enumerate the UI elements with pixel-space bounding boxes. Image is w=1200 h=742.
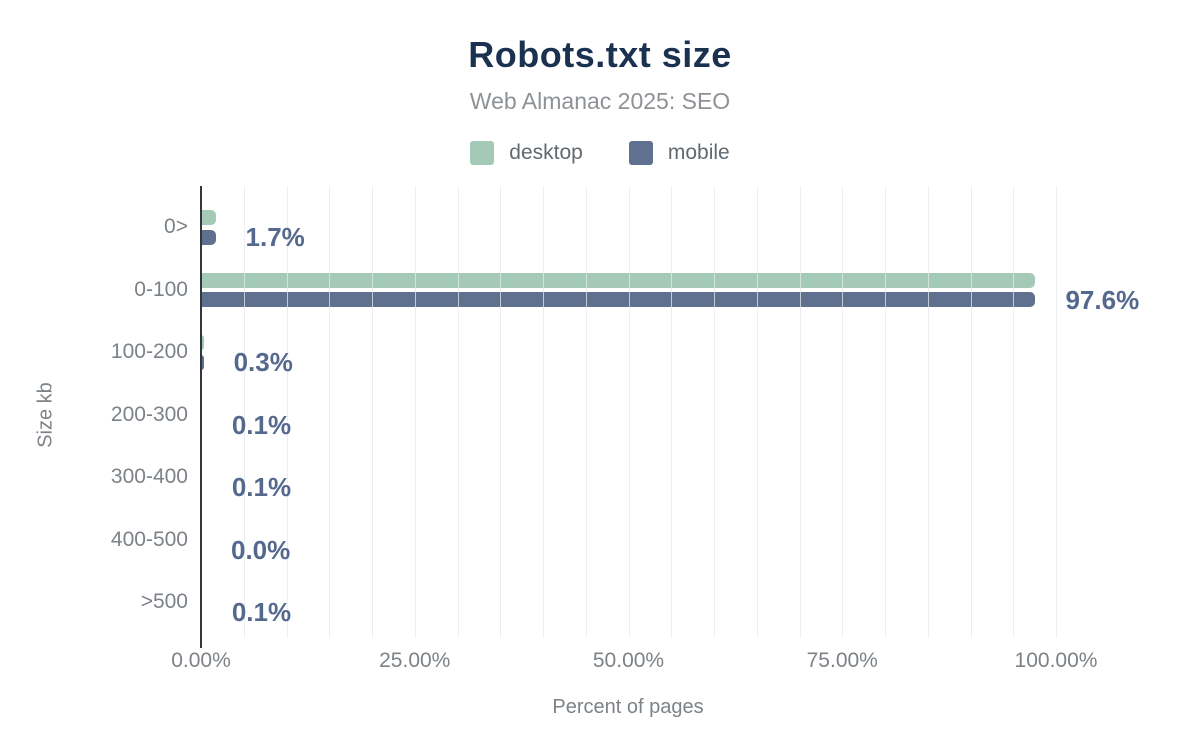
desktop-series-swatch xyxy=(470,141,495,165)
legend-item-mobile[interactable]: mobile xyxy=(628,141,730,165)
gridline xyxy=(286,186,288,638)
gridline xyxy=(585,186,587,638)
gridline xyxy=(500,186,502,638)
gridline xyxy=(628,186,630,638)
value-label: 0.1% xyxy=(231,597,292,627)
gridline xyxy=(671,186,673,638)
y-category-label: 0> xyxy=(164,215,188,239)
desktop-bar xyxy=(201,210,216,225)
gridline xyxy=(885,186,886,638)
mobile-bar xyxy=(201,354,204,370)
gridline xyxy=(1056,186,1057,638)
legend: desktop mobile xyxy=(0,141,1200,165)
x-axis-title: Percent of pages xyxy=(552,696,704,718)
y-category-label: 400-500 xyxy=(110,527,188,551)
y-axis-line xyxy=(200,186,202,648)
mobile-bar xyxy=(201,229,216,245)
gridline xyxy=(243,186,245,638)
mobile-bar xyxy=(201,292,1036,307)
value-label: 0.1% xyxy=(231,409,292,440)
y-category-label: 200-300 xyxy=(110,402,188,426)
gridline xyxy=(799,186,801,638)
gridline xyxy=(543,186,544,638)
gridline xyxy=(714,186,715,638)
gridline xyxy=(329,186,331,638)
gridline xyxy=(457,186,459,638)
chart-subtitle: Web Almanac 2025: SEO xyxy=(469,88,731,114)
value-label: 1.7% xyxy=(245,222,305,252)
gridline xyxy=(1013,186,1015,638)
gridline xyxy=(927,186,929,638)
y-category-label: 300-400 xyxy=(110,465,188,489)
chart-title: Robots.txt size xyxy=(468,34,732,75)
value-label: 97.6% xyxy=(1065,284,1140,315)
gridline xyxy=(970,186,972,638)
y-category-label: >500 xyxy=(140,590,188,614)
legend-label-mobile: mobile xyxy=(667,141,730,164)
value-label: 0.3% xyxy=(233,347,293,377)
x-tick-label: 75.00% xyxy=(806,649,878,672)
y-category-label: 100-200 xyxy=(110,340,188,364)
x-tick-label: 0.00% xyxy=(171,649,231,672)
x-tick-label: 50.00% xyxy=(592,649,665,672)
mobile-series-swatch xyxy=(628,141,653,165)
value-label: 0.1% xyxy=(231,472,292,502)
gridline xyxy=(842,186,844,638)
x-tick-label: 25.00% xyxy=(379,649,451,672)
desktop-bar xyxy=(201,335,204,350)
gridline xyxy=(414,186,416,638)
gridline xyxy=(372,186,373,638)
y-category-label: 0-100 xyxy=(134,277,188,301)
x-tick-label: 100.00% xyxy=(1014,649,1098,672)
value-label: 0.0% xyxy=(231,534,291,565)
legend-label-desktop: desktop xyxy=(509,141,583,164)
gridline xyxy=(756,186,758,638)
legend-item-desktop[interactable]: desktop xyxy=(470,141,583,165)
desktop-bar xyxy=(201,272,1036,288)
